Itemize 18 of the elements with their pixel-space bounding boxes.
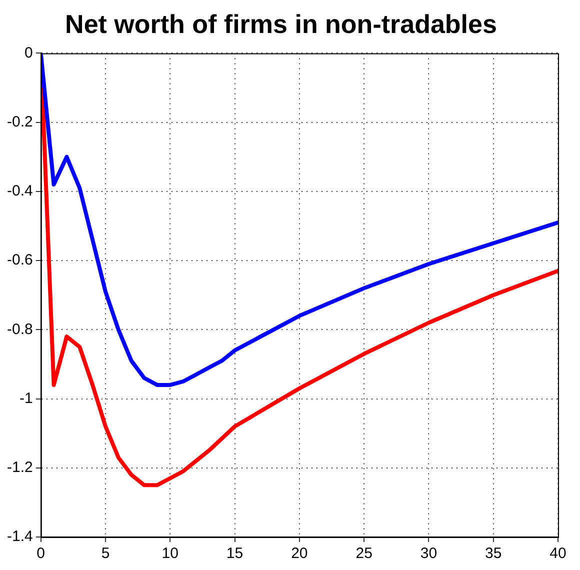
x-tick-label: 15 — [226, 545, 244, 562]
y-tick-label: -1 — [20, 390, 33, 407]
y-tick-label: -0.8 — [6, 320, 33, 338]
y-tick-label: -0.2 — [6, 113, 33, 130]
x-tick-label: 40 — [550, 545, 566, 562]
chart-title: Net worth of firms in non-tradables — [65, 8, 497, 39]
x-tick-label: 30 — [420, 545, 438, 562]
x-tick-label: 20 — [291, 545, 308, 562]
x-tick-label: 10 — [162, 545, 178, 562]
y-tick-label: -0.6 — [6, 252, 33, 269]
y-tick-label: 0 — [24, 44, 33, 62]
y-tick-label: -1.2 — [6, 459, 33, 476]
x-tick-label: 25 — [356, 545, 372, 562]
x-tick-label: 0 — [36, 545, 46, 562]
y-tick-label: -1.4 — [6, 528, 33, 546]
x-tick-label: 5 — [101, 545, 110, 562]
y-tick-label: -0.4 — [6, 182, 33, 200]
x-tick-label: 35 — [485, 545, 502, 562]
